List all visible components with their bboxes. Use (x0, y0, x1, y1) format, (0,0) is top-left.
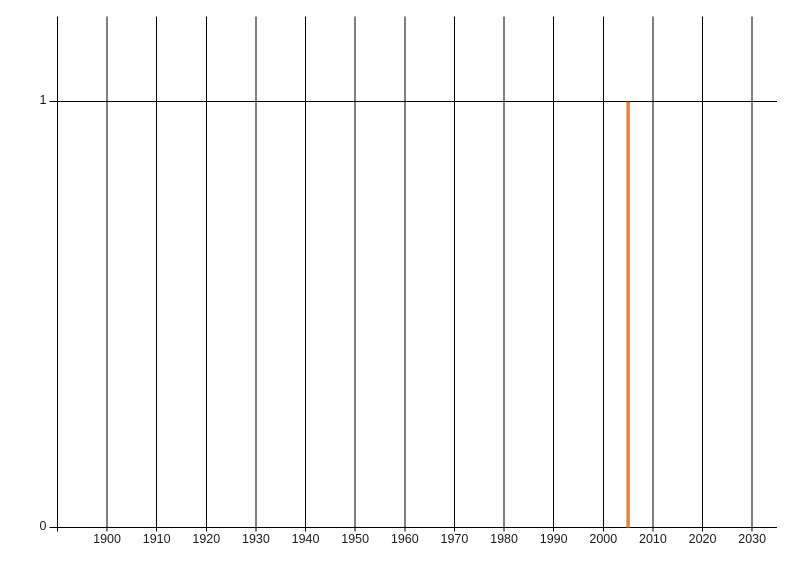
x-tick-label: 1990 (540, 532, 568, 546)
x-tick-label: 1950 (341, 532, 369, 546)
x-tick-label: 1900 (93, 532, 121, 546)
x-tick-label: 2030 (738, 532, 766, 546)
x-tick-label: 1980 (490, 532, 518, 546)
x-tick-label: 1910 (143, 532, 171, 546)
bar (626, 101, 630, 528)
x-tick-label: 2020 (689, 532, 717, 546)
x-tick-label: 1920 (192, 532, 220, 546)
x-tick-label: 2010 (639, 532, 667, 546)
y-tick-label: 0 (40, 519, 47, 533)
x-tick-label: 1940 (292, 532, 320, 546)
y-tick-label: 1 (40, 93, 47, 107)
x-tick-label: 1970 (441, 532, 469, 546)
x-tick-label: 1960 (391, 532, 419, 546)
x-tick-label: 1930 (242, 532, 270, 546)
x-tick-label: 2000 (589, 532, 617, 546)
